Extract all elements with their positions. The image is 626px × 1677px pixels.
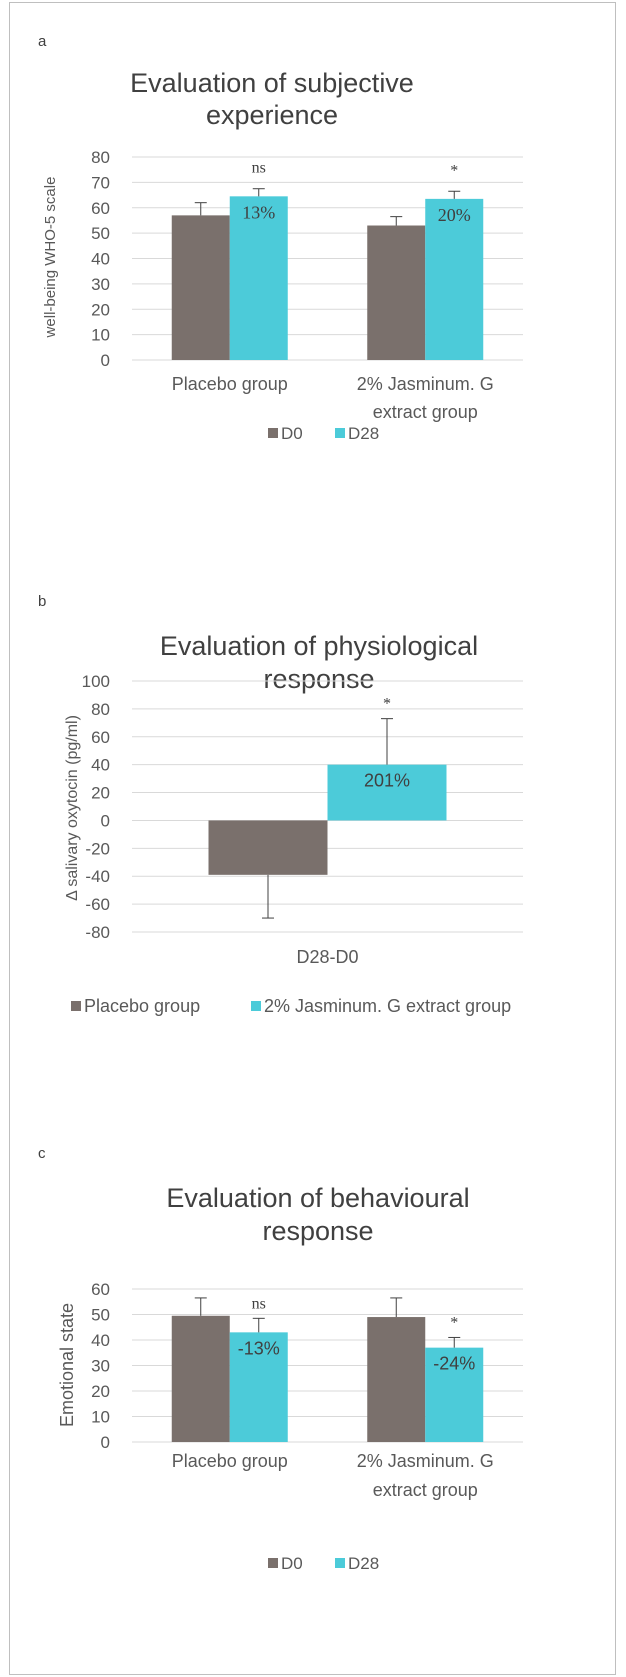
bar-d0 — [208, 820, 328, 875]
y-tick-label: 30 — [91, 275, 110, 294]
bar-data-label: 201% — [364, 771, 410, 791]
y-tick-label: 50 — [91, 224, 110, 243]
legend-label: D28 — [348, 424, 379, 443]
y-tick-label: 20 — [91, 300, 110, 319]
y-tick-label: 60 — [91, 1280, 110, 1299]
legend-swatch — [251, 1001, 261, 1011]
bar-d0 — [367, 225, 426, 360]
chart-title-line: response — [263, 664, 374, 694]
x-category-label: 2% Jasminum. G — [357, 374, 494, 394]
x-category-label: extract group — [373, 402, 478, 422]
y-tick-label: 0 — [101, 1433, 110, 1452]
legend-label: Placebo group — [84, 996, 200, 1016]
y-tick-label: 100 — [82, 672, 110, 691]
y-tick-label: 10 — [91, 326, 110, 345]
legend-swatch — [335, 1558, 345, 1568]
y-axis-label: well-being WHO-5 scale — [42, 177, 59, 339]
y-tick-label: 40 — [91, 756, 110, 775]
significance-marker: * — [450, 162, 458, 179]
y-tick-label: -60 — [85, 895, 110, 914]
y-tick-label: 30 — [91, 1357, 110, 1376]
legend-swatch — [71, 1001, 81, 1011]
bar-d28 — [425, 1347, 484, 1442]
chart-title-line: Evaluation of subjective — [130, 68, 414, 98]
significance-marker: ns — [252, 1295, 266, 1312]
y-tick-label: -40 — [85, 867, 110, 886]
x-category-label: 2% Jasminum. G — [357, 1451, 494, 1471]
bar-data-label: 13% — [242, 202, 275, 222]
bar-data-label: -24% — [433, 1354, 475, 1374]
y-tick-label: 80 — [91, 700, 110, 719]
legend-label: D0 — [281, 1554, 303, 1573]
legend-label: 2% Jasminum. G extract group — [264, 996, 511, 1016]
y-tick-label: 70 — [91, 173, 110, 192]
bar-d28 — [327, 764, 447, 821]
y-axis-label: Δ salivary oxytocin (pg/ml) — [64, 715, 81, 901]
y-tick-label: 40 — [91, 1331, 110, 1350]
significance-marker: ns — [252, 160, 266, 177]
y-tick-label: 40 — [91, 250, 110, 269]
x-category-label: extract group — [373, 1480, 478, 1500]
y-axis-label: Emotional state — [57, 1303, 77, 1427]
y-tick-label: 80 — [91, 148, 110, 167]
bar-d0 — [171, 1315, 230, 1442]
y-tick-label: -20 — [85, 839, 110, 858]
x-category-label: Placebo group — [172, 374, 288, 394]
y-tick-label: 10 — [91, 1408, 110, 1427]
significance-marker: * — [383, 696, 391, 713]
panel-label: c — [38, 1145, 46, 1162]
significance-marker: * — [450, 1314, 458, 1331]
y-tick-label: 50 — [91, 1306, 110, 1325]
bar-data-label: -13% — [238, 1338, 280, 1358]
panel-label: a — [38, 33, 47, 50]
chart-title-line: experience — [206, 100, 338, 130]
legend-swatch — [335, 428, 345, 438]
y-tick-label: 0 — [101, 811, 110, 830]
panel-label: b — [38, 593, 46, 610]
bar-d0 — [171, 215, 230, 360]
legend-label: D0 — [281, 424, 303, 443]
bar-d0 — [367, 1317, 426, 1442]
bar-d28 — [229, 1332, 288, 1442]
y-tick-label: 0 — [101, 351, 110, 370]
legend-label: D28 — [348, 1554, 379, 1573]
y-tick-label: 20 — [91, 784, 110, 803]
chart-title-line: response — [262, 1216, 373, 1246]
bar-data-label: 20% — [438, 205, 471, 225]
y-tick-label: 20 — [91, 1382, 110, 1401]
chart-title-line: Evaluation of behavioural — [166, 1183, 469, 1213]
legend-swatch — [268, 428, 278, 438]
y-tick-label: -80 — [85, 923, 110, 942]
y-tick-label: 60 — [91, 728, 110, 747]
legend-swatch — [268, 1558, 278, 1568]
x-category-label: D28-D0 — [296, 947, 358, 967]
x-category-label: Placebo group — [172, 1451, 288, 1471]
bar-d28 — [229, 196, 288, 360]
y-tick-label: 60 — [91, 199, 110, 218]
chart-title-line: Evaluation of physiological — [160, 631, 478, 661]
bar-d28 — [425, 198, 484, 360]
